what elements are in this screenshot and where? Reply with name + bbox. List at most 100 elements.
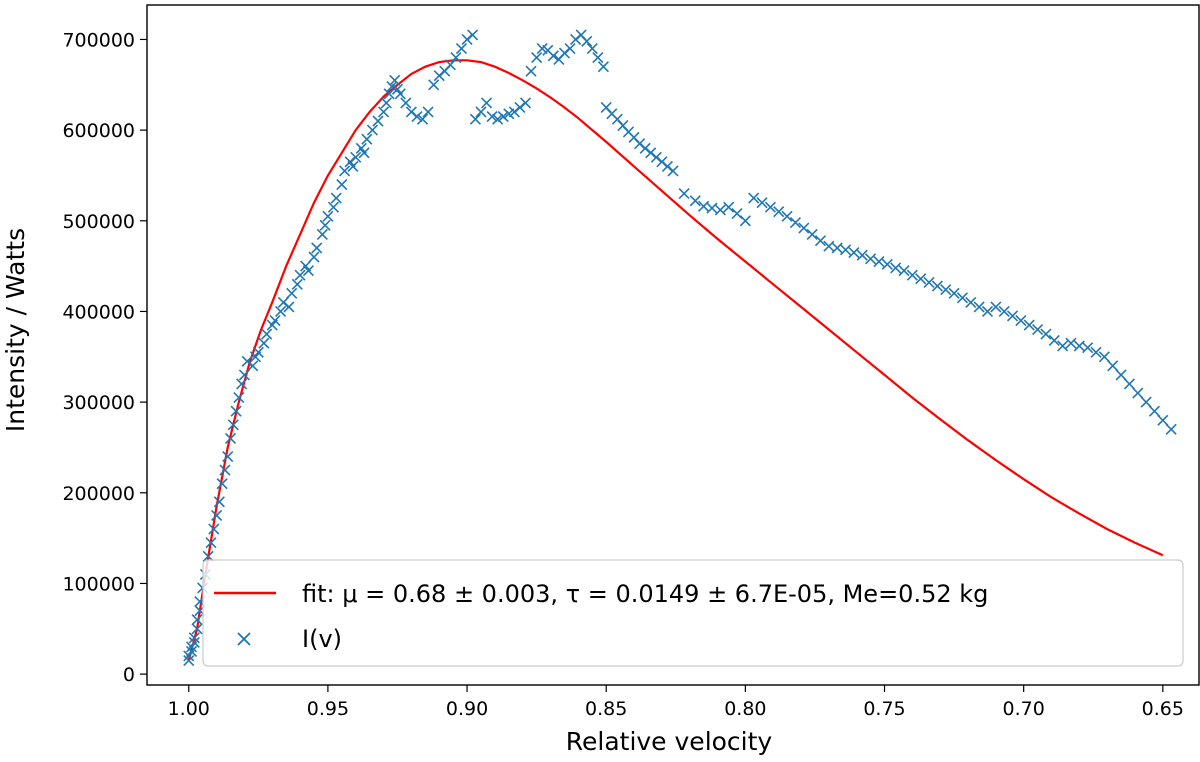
data-point — [856, 249, 868, 261]
data-point — [188, 636, 200, 648]
y-tick-label: 700000 — [62, 29, 135, 51]
legend-data-label: I(v) — [302, 625, 342, 653]
fit-curve-layer — [187, 59, 1164, 661]
data-point — [789, 217, 802, 229]
data-point — [748, 192, 760, 204]
data-point — [411, 110, 423, 123]
x-tick-label: 0.80 — [724, 698, 766, 720]
data-point — [1098, 351, 1110, 363]
data-point — [380, 97, 392, 109]
data-point — [873, 256, 885, 268]
data-point — [377, 106, 390, 118]
data-point — [286, 287, 298, 299]
data-point — [764, 201, 776, 213]
data-point — [1073, 340, 1085, 352]
data-point — [1048, 334, 1060, 347]
data-point — [881, 258, 893, 270]
data-point — [940, 284, 952, 296]
data-point — [1140, 396, 1152, 408]
data-point — [219, 464, 231, 476]
data-point — [773, 206, 785, 218]
data-point — [1065, 337, 1077, 349]
data-point — [469, 113, 481, 125]
data-point — [990, 301, 1002, 313]
data-point — [973, 301, 985, 313]
y-tick-label: 0 — [123, 664, 135, 686]
data-point — [467, 29, 479, 41]
data-point — [998, 305, 1010, 318]
x-tick-label: 0.85 — [585, 698, 627, 720]
data-point — [350, 151, 362, 163]
x-tick-label: 1.00 — [168, 698, 210, 720]
data-point — [383, 88, 395, 100]
legend-box — [202, 559, 1184, 667]
data-point — [230, 405, 242, 417]
data-point — [547, 50, 559, 62]
data-point — [261, 328, 273, 340]
legend-fit-label: fit: μ = 0.68 ± 0.003, τ = 0.0149 ± 6.7E… — [302, 580, 988, 608]
data-point — [258, 337, 270, 349]
data-point — [1132, 387, 1144, 399]
data-point — [756, 197, 768, 209]
data-point — [311, 242, 323, 254]
data-point — [222, 450, 234, 463]
data-point — [1057, 340, 1069, 352]
data-point — [224, 432, 237, 444]
data-point — [667, 165, 679, 177]
data-point — [394, 88, 406, 100]
data-point — [848, 246, 860, 259]
data-point — [389, 74, 401, 86]
data-point — [497, 110, 509, 123]
data-point — [948, 287, 960, 299]
data-point — [714, 204, 726, 216]
x-tick-label: 0.65 — [1142, 698, 1184, 720]
data-point — [931, 280, 943, 292]
data-point — [291, 278, 303, 290]
data-point — [1015, 314, 1027, 327]
y-tick-label: 200000 — [62, 483, 135, 505]
x-tick-label: 0.75 — [863, 698, 905, 720]
data-point — [358, 147, 370, 159]
data-point — [581, 35, 593, 47]
data-point — [1123, 378, 1135, 390]
plot-frame — [146, 4, 1200, 686]
data-point — [698, 200, 710, 212]
data-point — [322, 210, 334, 222]
data-point — [1032, 324, 1044, 336]
data-point — [188, 632, 200, 644]
data-point — [689, 195, 701, 207]
data-point — [336, 178, 348, 191]
data-point — [592, 52, 604, 64]
data-point — [330, 192, 342, 204]
data-point — [1082, 342, 1094, 354]
data-point — [965, 296, 977, 308]
data-point — [1107, 360, 1119, 372]
data-point — [814, 235, 827, 247]
data-point — [906, 269, 918, 281]
data-point — [678, 188, 690, 200]
data-point — [191, 614, 203, 626]
data-point — [416, 113, 429, 125]
data-point — [486, 110, 498, 123]
legend: fit: μ = 0.68 ± 0.003, τ = 0.0149 ± 6.7E… — [202, 559, 1184, 667]
data-point — [475, 106, 487, 118]
data-point — [823, 240, 835, 252]
data-point — [252, 346, 264, 358]
data-point — [205, 537, 217, 549]
data-point — [191, 623, 203, 635]
data-point — [372, 115, 384, 127]
data-point — [361, 133, 373, 145]
data-point — [597, 61, 609, 73]
data-point — [915, 273, 927, 285]
y-ticks: 0 100000 200000 300000 400000 500000 600000 700… — [62, 29, 147, 686]
data-point — [213, 496, 225, 508]
data-point — [455, 42, 468, 55]
data-point — [798, 222, 810, 234]
data-point — [236, 378, 248, 390]
y-axis-label: Intensity / Watts — [1, 228, 30, 432]
data-point — [723, 201, 735, 213]
data-point — [302, 265, 314, 277]
data-point — [444, 59, 456, 71]
data-point — [519, 97, 532, 109]
data-point — [806, 228, 818, 240]
